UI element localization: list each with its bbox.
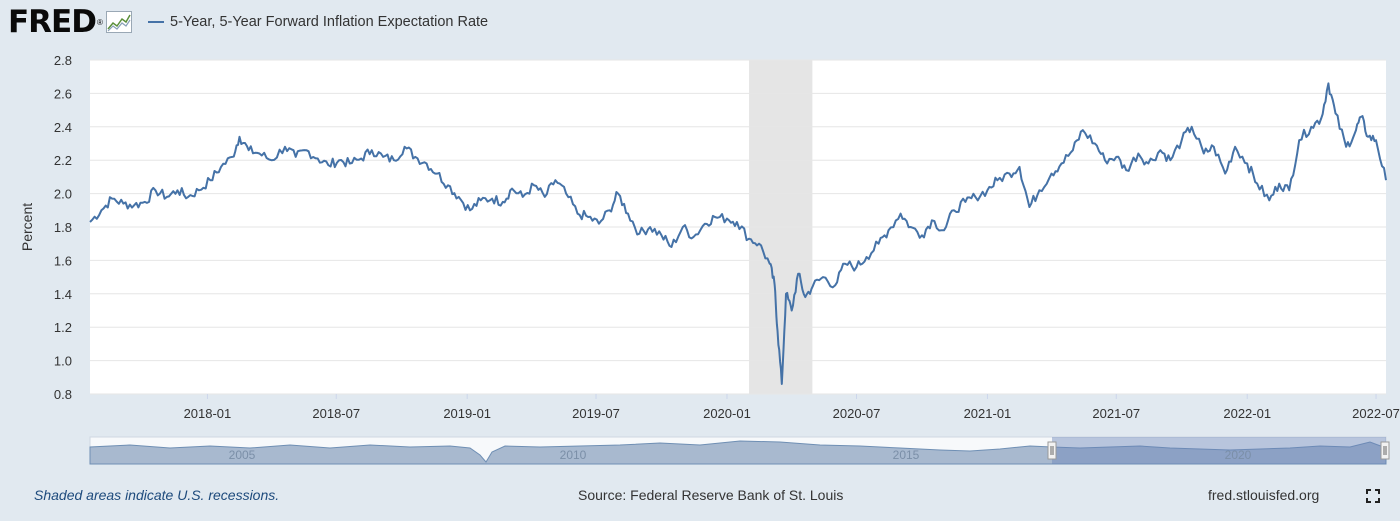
legend[interactable]: 5-Year, 5-Year Forward Inflation Expecta… (148, 14, 488, 30)
navigator-selection[interactable] (1052, 437, 1386, 464)
y-tick-label: 1.0 (54, 354, 72, 369)
y-tick-label: 2.6 (54, 86, 72, 101)
y-tick-label: 1.4 (54, 287, 72, 302)
source-note: Source: Federal Reserve Bank of St. Loui… (578, 487, 844, 503)
x-tick-label: 2019-01 (443, 406, 491, 421)
legend-swatch (148, 21, 164, 23)
chart[interactable]: 0.8 1.0 1.2 1.4 1.6 1.8 2.0 2.2 2.4 2.6 2.8 2018-0… (0, 0, 1400, 480)
range-navigator[interactable]: 2005 2010 2015 2020 (89, 436, 1390, 465)
y-tick-label: 2.8 (54, 53, 72, 68)
x-tick-label: 2018-01 (184, 406, 232, 421)
navigator-right-handle[interactable] (1380, 441, 1390, 460)
recession-note: Shaded areas indicate U.S. recessions. (34, 487, 280, 503)
logo-text: FRED (8, 4, 97, 40)
navigator-labels: 2005 2010 2015 2020 (229, 448, 1252, 462)
navigator-tick-label: 2020 (1225, 448, 1252, 462)
navigator-tick-label: 2015 (893, 448, 920, 462)
x-tick-label: 2022-01 (1223, 406, 1271, 421)
navigator-tick-label: 2010 (560, 448, 587, 462)
y-axis-label: Percent (19, 203, 35, 251)
chart-header: FRED ® 5-Year, 5-Year Forward Inflation E… (0, 0, 1400, 50)
y-tick-label: 1.8 (54, 220, 72, 235)
navigator-tick-label: 2005 (229, 448, 256, 462)
x-tick-label: 2022-07 (1352, 406, 1400, 421)
y-tick-label: 2.2 (54, 153, 72, 168)
x-axis-ticks: 2018-01 2018-07 2019-01 2019-07 2020-01 2020-… (184, 394, 1400, 421)
y-tick-label: 2.0 (54, 187, 72, 202)
x-tick-label: 2021-07 (1092, 406, 1140, 421)
navigator-left-handle[interactable] (1047, 441, 1057, 460)
y-tick-label: 1.2 (54, 320, 72, 335)
line-graph-icon (105, 11, 132, 33)
series-line (89, 82, 1387, 385)
navigator-series (89, 440, 1387, 465)
y-tick-label: 2.4 (54, 120, 72, 135)
x-tick-label: 2018-07 (312, 406, 360, 421)
legend-label: 5-Year, 5-Year Forward Inflation Expecta… (170, 14, 489, 30)
y-tick-label: 1.6 (54, 253, 72, 268)
x-tick-label: 2021-01 (964, 406, 1012, 421)
x-tick-label: 2019-07 (572, 406, 620, 421)
site-link[interactable]: fred.stlouisfed.org (1208, 487, 1320, 503)
x-tick-label: 2020-01 (703, 406, 751, 421)
y-axis-ticks: 0.8 1.0 1.2 1.4 1.6 1.8 2.0 2.2 2.4 2.6 2.8 (54, 53, 72, 402)
fred-logo[interactable]: FRED ® (8, 4, 132, 40)
y-tick-label: 0.8 (54, 387, 72, 402)
chart-footer: Shaded areas indicate U.S. recessions. S… (0, 480, 1400, 510)
fullscreen-icon[interactable] (1366, 489, 1380, 503)
x-tick-label: 2020-07 (833, 406, 881, 421)
